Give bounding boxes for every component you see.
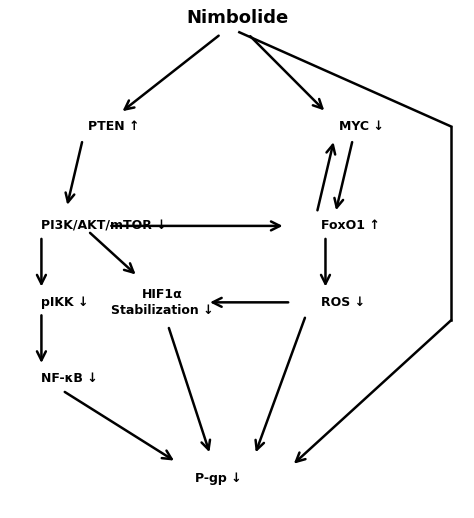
Text: ROS ↓: ROS ↓ [321,296,365,309]
Text: MYC ↓: MYC ↓ [339,120,384,133]
Text: FoxO1 ↑: FoxO1 ↑ [321,220,380,233]
Text: PI3K/AKT/mTOR ↓: PI3K/AKT/mTOR ↓ [41,220,167,233]
Text: pIKK ↓: pIKK ↓ [41,296,89,309]
Text: PTEN ↑: PTEN ↑ [88,120,139,133]
Text: NF-κB ↓: NF-κB ↓ [41,372,98,385]
Text: P-gp ↓: P-gp ↓ [195,472,242,485]
Text: HIF1α
Stabilization ↓: HIF1α Stabilization ↓ [111,288,214,317]
Text: Nimbolide: Nimbolide [186,9,288,27]
